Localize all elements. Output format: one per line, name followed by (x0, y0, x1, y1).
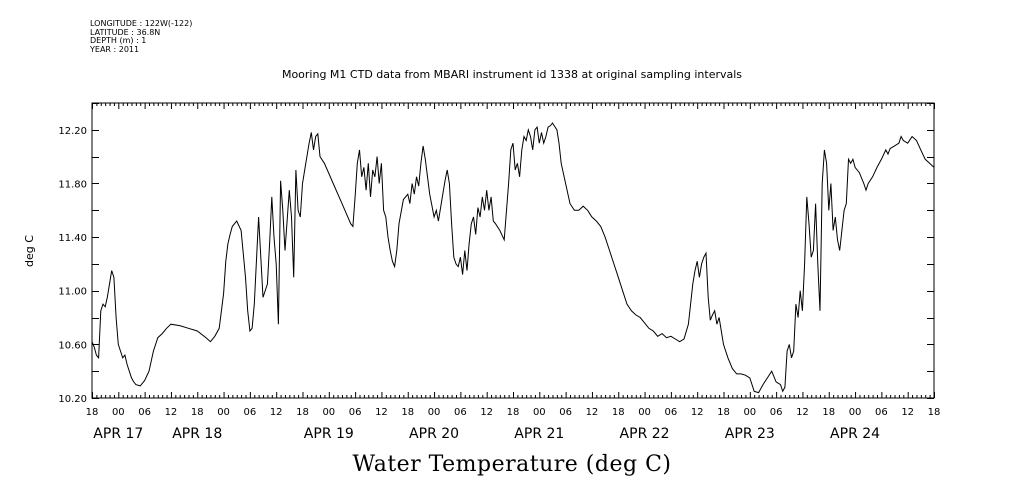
x-tick-label: 06 (454, 407, 467, 418)
x-tick-label: 12 (270, 407, 283, 418)
longitude-label: LONGITUDE : 122W(-122) (90, 19, 193, 28)
x-tick-label: 00 (533, 407, 546, 418)
x-tick-label: 18 (717, 407, 730, 418)
x-day-label: APR 18 (172, 426, 222, 442)
x-tick-label: 12 (901, 407, 914, 418)
x-day-label: APR 19 (304, 426, 354, 442)
x-tick-label: 00 (849, 407, 862, 418)
x-tick-label: 06 (559, 407, 572, 418)
x-tick-label: 12 (796, 407, 809, 418)
year-label: YEAR : 2011 (90, 44, 140, 54)
x-tick-label: 12 (586, 407, 599, 418)
x-tick-label: 06 (244, 407, 257, 418)
x-day-label: APR 24 (830, 426, 880, 442)
y-tick-label: 11.40 (58, 233, 87, 244)
x-tick-label: 06 (770, 407, 783, 418)
x-tick-label: 18 (612, 407, 625, 418)
y-tick-label: 12.20 (58, 126, 87, 137)
y-tick-label: 11.80 (58, 179, 87, 190)
x-tick-label: 18 (86, 407, 99, 418)
x-tick-label: 12 (691, 407, 704, 418)
chart-title: Mooring M1 CTD data from MBARI instrumen… (281, 68, 743, 81)
x-tick-label: 18 (822, 407, 835, 418)
y-tick-label: 11.00 (58, 287, 87, 298)
x-tick-label: 06 (875, 407, 888, 418)
x-tick-label: 00 (638, 407, 651, 418)
x-tick-label: 18 (296, 407, 309, 418)
x-tick-label: 18 (507, 407, 520, 418)
x-tick-label: 00 (112, 407, 125, 418)
x-tick-label: 18 (401, 407, 414, 418)
y-axis-label: deg C (23, 235, 36, 267)
x-tick-label: 00 (743, 407, 756, 418)
x-tick-label: 12 (165, 407, 178, 418)
x-tick-label: 06 (138, 407, 151, 418)
x-day-label: APR 22 (620, 426, 670, 442)
x-tick-label: 18 (191, 407, 204, 418)
depth-label: DEPTH (m) : 1 (90, 36, 147, 46)
latitude-label: LATITUDE : 36.8N (90, 27, 161, 37)
bottom-title: Water Temperature (deg C) (352, 452, 672, 477)
x-day-label: APR 17 (93, 426, 143, 442)
x-day-label: APR 21 (514, 426, 564, 442)
y-tick-label: 10.60 (58, 340, 87, 351)
x-tick-label: 00 (217, 407, 230, 418)
metadata-block: LONGITUDE : 122W(-122) LATITUDE : 36.8N … (90, 19, 193, 54)
x-tick-label: 06 (665, 407, 678, 418)
x-tick-label: 00 (428, 407, 441, 418)
x-tick-label: 00 (322, 407, 335, 418)
x-tick-label: 12 (480, 407, 493, 418)
series-line-water-temperature (91, 122, 935, 394)
x-tick-label: 06 (349, 407, 362, 418)
x-tick-label: 18 (928, 407, 941, 418)
x-day-label: APR 23 (725, 426, 775, 442)
x-day-label: APR 20 (409, 426, 459, 442)
y-tick-label: 10.20 (58, 394, 87, 405)
x-tick-label: 12 (375, 407, 388, 418)
